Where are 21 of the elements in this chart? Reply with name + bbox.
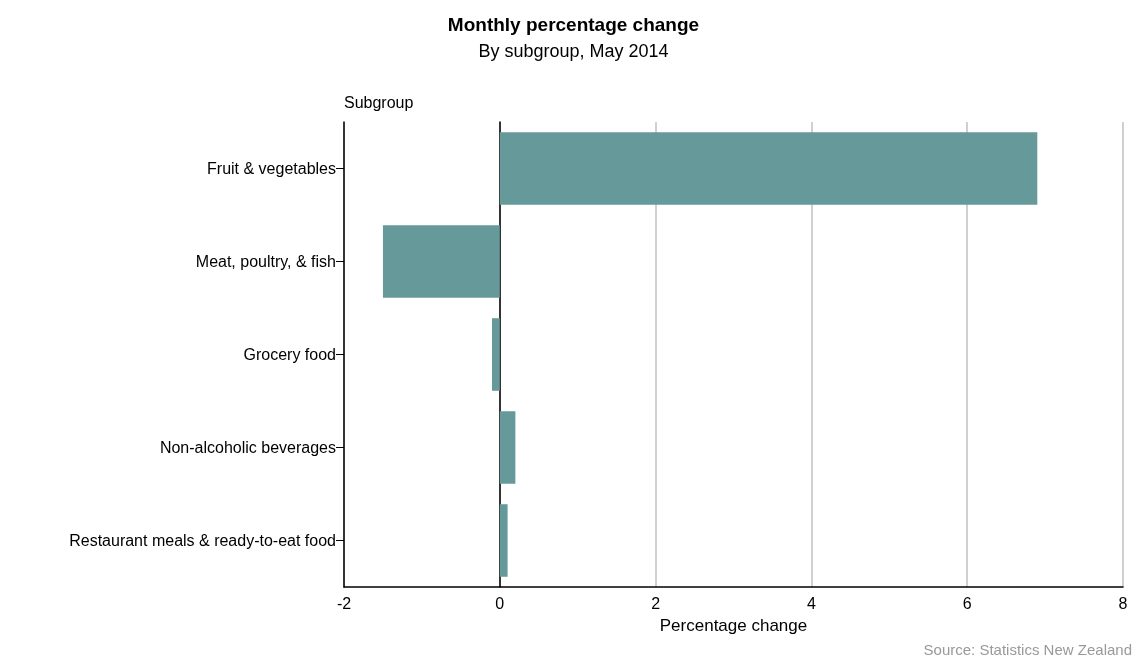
y-tick-label: Grocery food <box>243 346 336 363</box>
bar <box>499 132 1038 205</box>
x-tick-label: 8 <box>1118 594 1128 612</box>
y-axis-title: Subgroup <box>344 93 414 111</box>
bar <box>499 504 508 577</box>
chart-subtitle: By subgroup, May 2014 <box>478 41 669 61</box>
bar <box>382 225 500 298</box>
y-tick-label: Fruit & vegetables <box>207 160 336 177</box>
y-tick-label: Meat, poultry, & fish <box>195 253 336 270</box>
x-tick-label: -2 <box>336 594 352 612</box>
y-tick-label: Restaurant meals & ready-to-eat food <box>69 532 336 549</box>
bar <box>492 318 500 391</box>
x-axis-title: Percentage change <box>659 616 808 635</box>
y-tick-label: Non-alcoholic beverages <box>159 439 336 456</box>
chart-title: Monthly percentage change <box>447 14 700 35</box>
x-tick-label: 0 <box>495 594 505 612</box>
x-tick-label: 4 <box>806 594 816 612</box>
x-tick-label: 2 <box>651 594 661 612</box>
bar <box>499 411 516 484</box>
source-note: Source: Statistics New Zealand <box>923 641 1133 658</box>
x-tick-label: 6 <box>962 594 972 612</box>
